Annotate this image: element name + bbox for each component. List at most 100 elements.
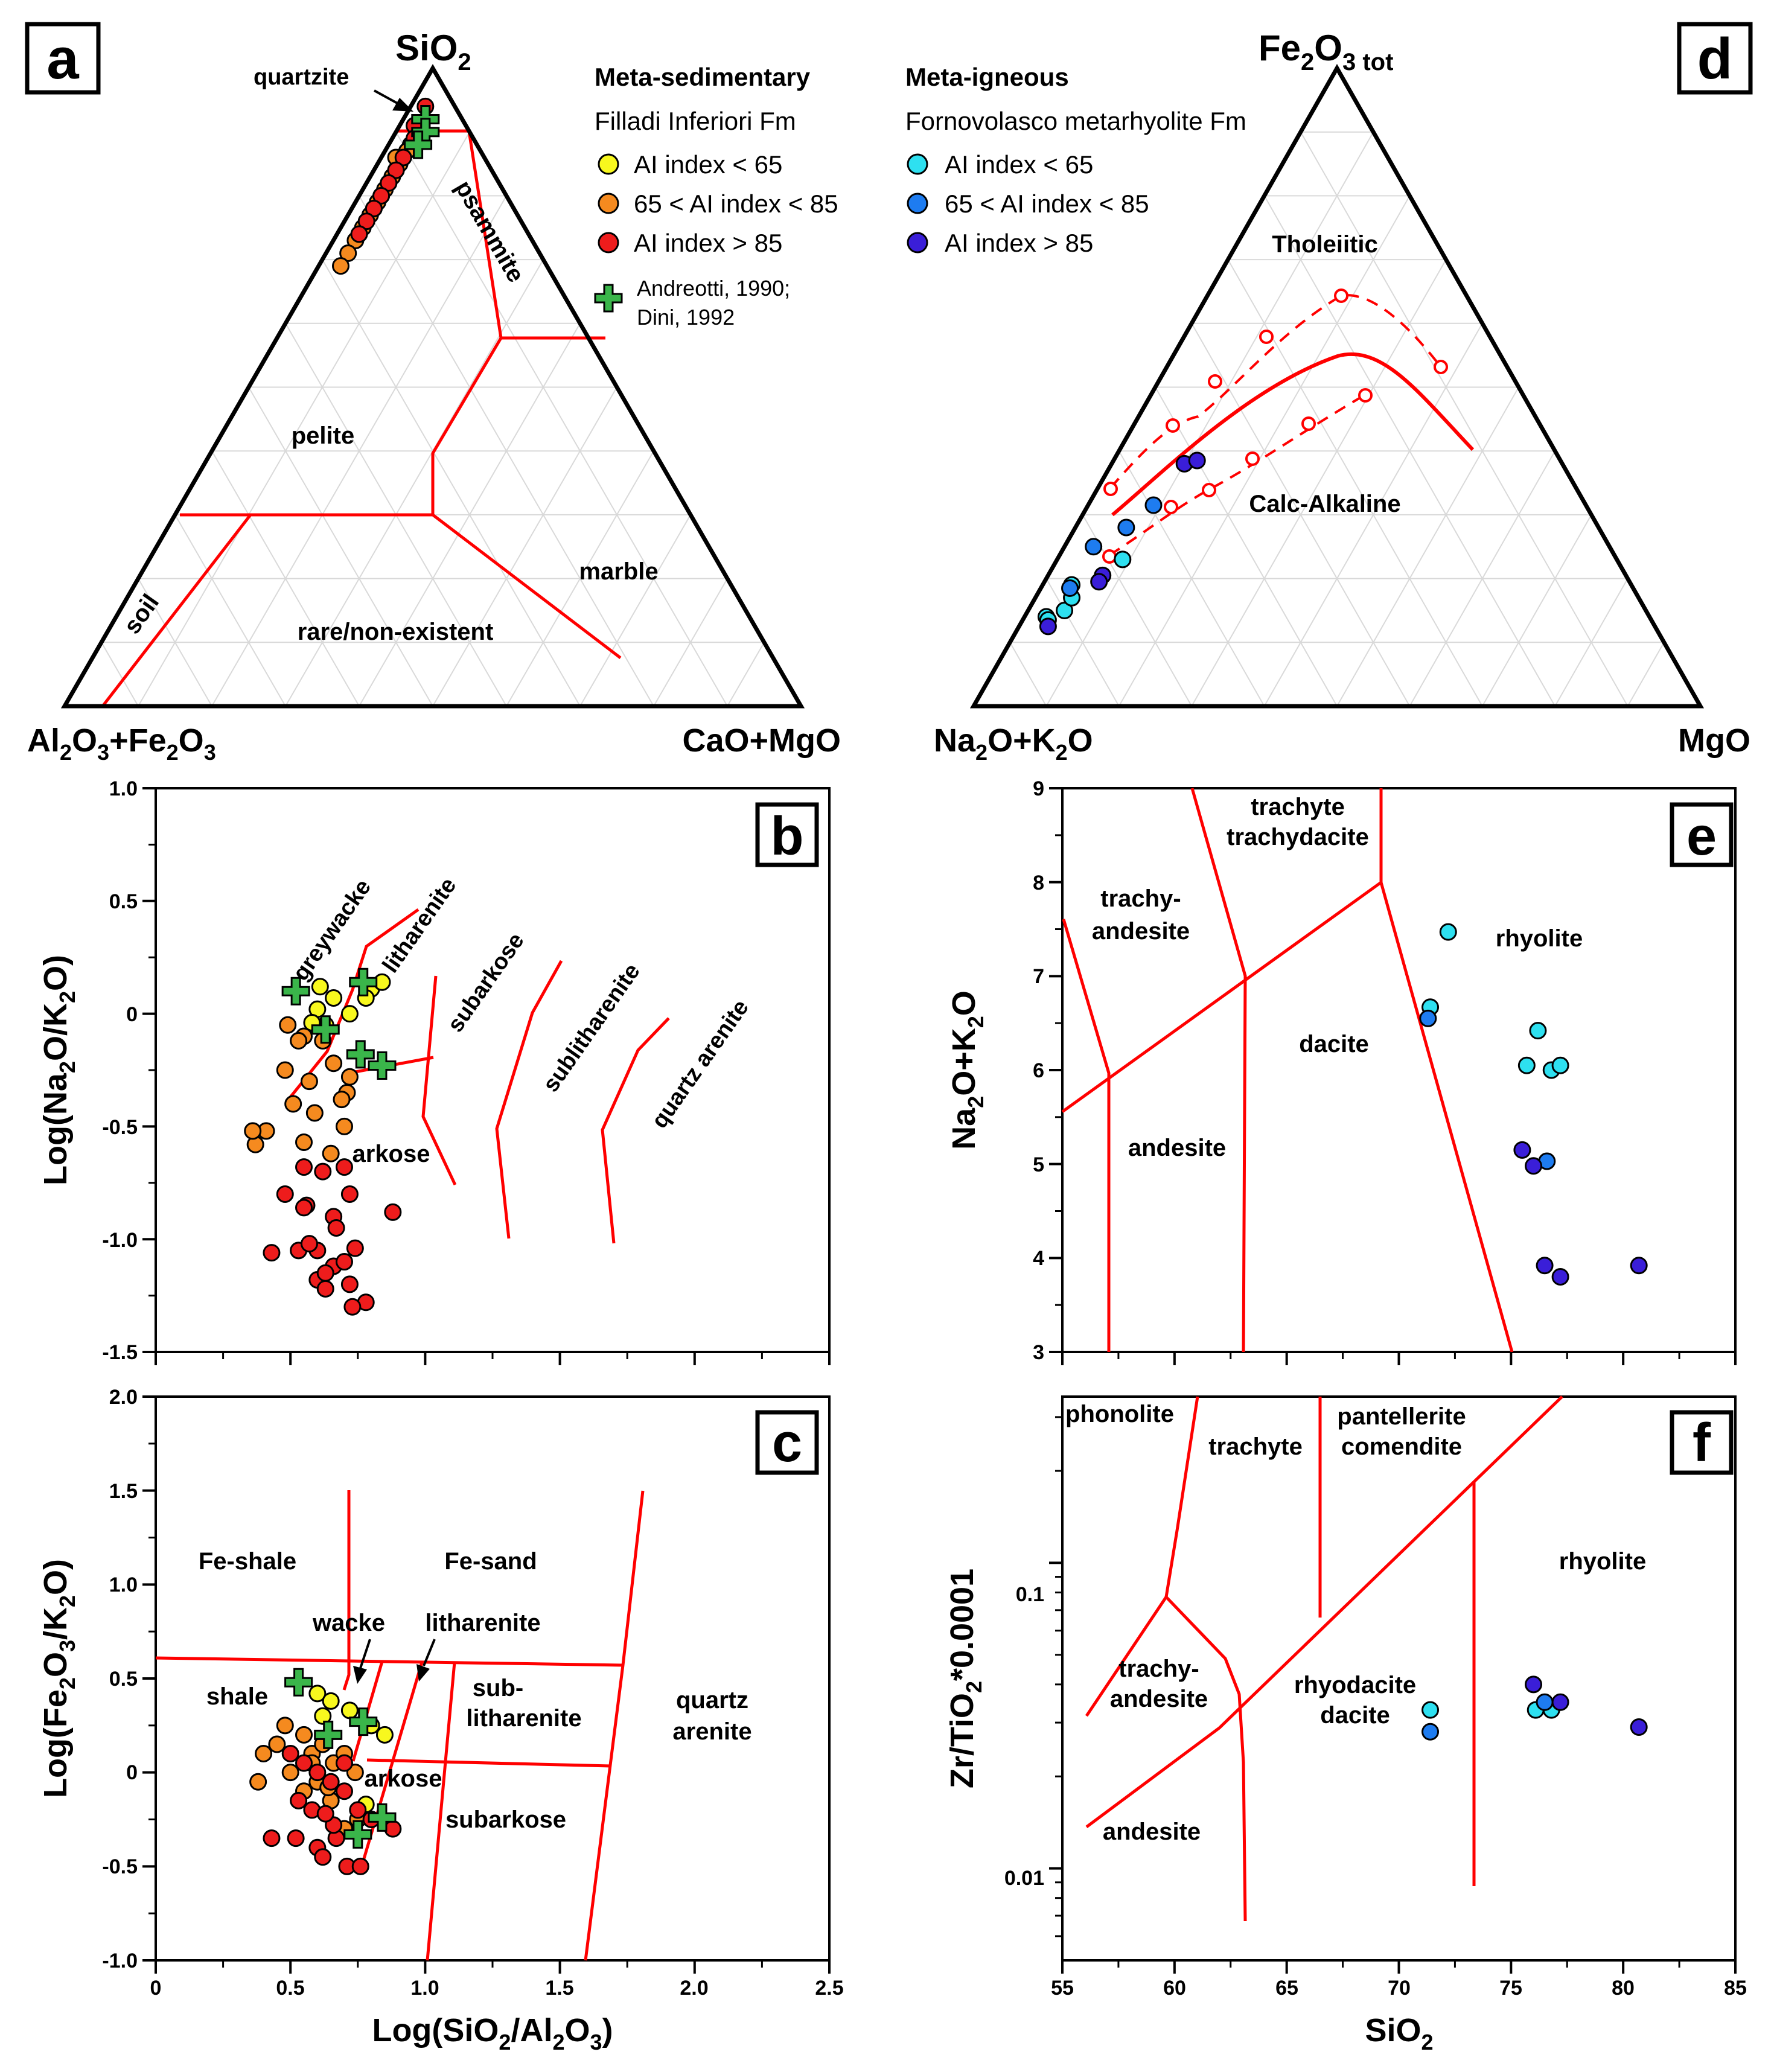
label-trachy-andesite: andesite bbox=[1110, 1686, 1208, 1712]
panel-d-letter: d bbox=[1697, 27, 1733, 91]
data-point bbox=[384, 1203, 402, 1221]
data-point bbox=[325, 1054, 343, 1073]
label-sub-litharenite: litharenite bbox=[466, 1705, 581, 1732]
data-point bbox=[1421, 1701, 1440, 1719]
panel-e-points bbox=[1419, 923, 1648, 1286]
data-point bbox=[1630, 1257, 1648, 1275]
panel-e-field-boundaries bbox=[1061, 788, 1514, 1353]
panel-d-letter-box bbox=[1677, 22, 1753, 95]
panel-c-letter-box bbox=[755, 1410, 819, 1475]
grid-line bbox=[211, 450, 360, 707]
c-ytick-label: -1.0 bbox=[102, 1949, 138, 1972]
data-point bbox=[335, 1754, 353, 1772]
panel-d-apex-left: Na2O+K2O bbox=[934, 722, 1093, 765]
legend-sed-item-3: AI index > 85 bbox=[634, 229, 782, 257]
data-point bbox=[350, 225, 368, 243]
panel-b-ticks bbox=[142, 787, 831, 1365]
data-point bbox=[295, 1726, 313, 1744]
data-point bbox=[325, 989, 343, 1007]
legend-sed-swatch-2 bbox=[598, 193, 619, 214]
data-point bbox=[1529, 1022, 1547, 1040]
data-point bbox=[281, 1745, 299, 1763]
wacke-arrow bbox=[353, 1639, 371, 1684]
data-point bbox=[295, 1133, 313, 1152]
data-point bbox=[340, 1068, 359, 1086]
data-point bbox=[268, 1735, 286, 1753]
data-point bbox=[1188, 451, 1206, 470]
b-ytick-label: 0 bbox=[126, 1003, 138, 1026]
e-ytick-label: 7 bbox=[1033, 965, 1044, 988]
data-point bbox=[300, 1073, 318, 1091]
panel-b-points bbox=[244, 967, 402, 1316]
panel-f-field-boundaries bbox=[1085, 1395, 1563, 1922]
panel-a-letter-box bbox=[25, 22, 101, 95]
data-point bbox=[276, 1185, 294, 1203]
panel-c-frame bbox=[155, 1395, 831, 1962]
data-point bbox=[343, 1298, 362, 1316]
grid-line bbox=[395, 132, 728, 707]
panel-f-points bbox=[1421, 1675, 1648, 1741]
panel-c-xlabel: Log(SiO2/Al2O3) bbox=[372, 2012, 613, 2054]
data-point bbox=[316, 1264, 334, 1282]
panel-a-letter: a bbox=[46, 27, 79, 91]
panel-d-triangle bbox=[969, 63, 1705, 709]
b-ytick-label: 1.0 bbox=[109, 777, 138, 800]
f-ytick-label: 0.01 bbox=[1004, 1867, 1044, 1890]
panel-f: f 0.1 0.01 55 60 65 70 75 80 85 Zr/TiO2*… bbox=[944, 1395, 1747, 2054]
data-point bbox=[314, 1162, 332, 1181]
grid-line bbox=[1191, 323, 1411, 707]
grid-line bbox=[138, 132, 470, 707]
upper-dashed-curve bbox=[1109, 294, 1442, 489]
label-quartzite: quartzite bbox=[254, 65, 349, 90]
data-point bbox=[1630, 1718, 1648, 1736]
grid-line bbox=[248, 387, 433, 707]
label-pelite: pelite bbox=[292, 422, 354, 449]
grid-line bbox=[1118, 450, 1265, 707]
panel-b-letter-box bbox=[755, 802, 819, 867]
data-point bbox=[281, 1764, 299, 1782]
data-point bbox=[340, 1275, 359, 1293]
panel-c-xticks-labels: 0 0.5 1.0 1.5 2.0 2.5 bbox=[150, 1977, 844, 2000]
data-point bbox=[349, 1801, 367, 1819]
panel-b: b 1.0 0.5 0 -0.5 -1.0 -1.5 Log(Na2O/K2O)… bbox=[37, 777, 831, 1365]
data-point bbox=[1536, 1693, 1554, 1711]
data-point bbox=[322, 1773, 340, 1791]
data-point bbox=[1513, 1141, 1531, 1159]
legend: Meta-sedimentary Filladi Inferiori Fm AI… bbox=[594, 63, 1246, 330]
grid-line bbox=[1627, 642, 1665, 707]
c-ytick-label: 1.0 bbox=[109, 1573, 138, 1596]
data-point bbox=[346, 1764, 364, 1782]
legend-meta-ign-title: Meta-igneous bbox=[905, 63, 1069, 91]
grid-line bbox=[1227, 259, 1483, 707]
grid-line bbox=[579, 514, 691, 707]
grid-line bbox=[727, 642, 765, 707]
legend-andreotti-line2: Dini, 1992 bbox=[637, 305, 735, 330]
grid-line bbox=[101, 642, 139, 707]
c-ytick-label: 2.0 bbox=[109, 1386, 138, 1409]
legend-meta-sed-fm: Filladi Inferiori Fm bbox=[595, 107, 796, 135]
c-xtick-label: 2.0 bbox=[680, 1977, 708, 2000]
label-dacite: dacite bbox=[1299, 1031, 1369, 1057]
data-point bbox=[311, 978, 329, 996]
data-point bbox=[1536, 1257, 1554, 1275]
grid-line bbox=[322, 259, 581, 707]
data-point bbox=[244, 1122, 262, 1140]
panel-b-letter: b bbox=[771, 806, 804, 867]
data-point bbox=[255, 1745, 273, 1763]
label-trachydacite: trachydacite bbox=[1227, 824, 1369, 850]
panel-d: d Fe2O3 tot Na2O+K2O MgO Tholeiitic Calc… bbox=[934, 22, 1753, 765]
panel-d-apex-right: MgO bbox=[1678, 722, 1750, 759]
data-point bbox=[346, 1239, 364, 1257]
data-point bbox=[1039, 617, 1057, 636]
panel-c-letter: c bbox=[772, 1413, 802, 1473]
label-rhyolite: rhyolite bbox=[1496, 925, 1583, 952]
grid-line bbox=[1009, 642, 1047, 707]
panel-a: a SiO2 Al2O3+Fe2O3 CaO+MgO quartzite psa… bbox=[25, 22, 841, 765]
b-ytick-label: -1.5 bbox=[102, 1341, 138, 1364]
label-andesite: andesite bbox=[1103, 1819, 1201, 1845]
data-point bbox=[316, 1805, 334, 1823]
label-tholeiitic: Tholeiitic bbox=[1272, 231, 1378, 258]
panel-a-field-boundaries bbox=[101, 129, 622, 707]
data-point bbox=[333, 1091, 351, 1109]
label-trachy: trachy- bbox=[1118, 1656, 1199, 1682]
